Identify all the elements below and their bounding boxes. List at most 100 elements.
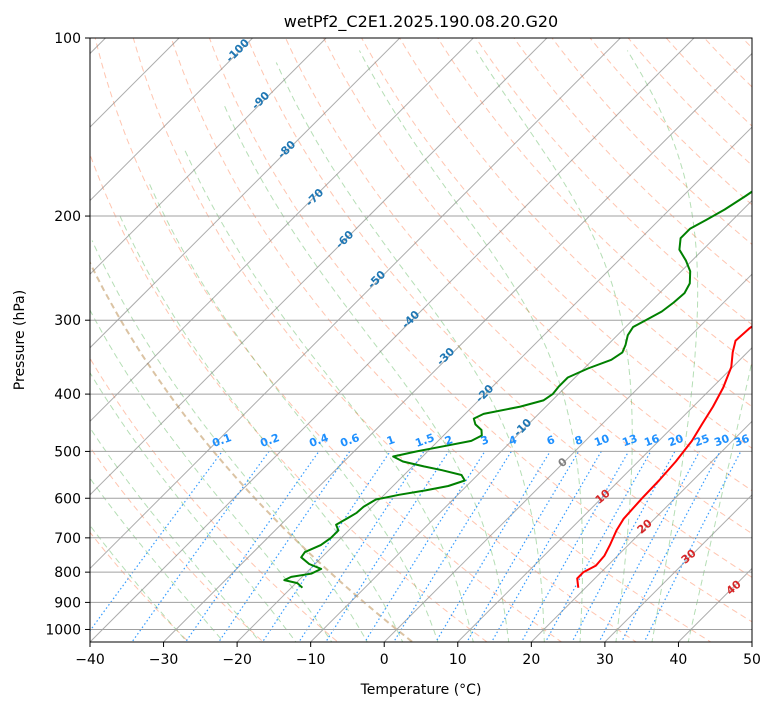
isotherm-line <box>90 38 475 423</box>
isotherm-line <box>90 38 401 349</box>
mixing-ratio-label: 1 <box>385 433 397 448</box>
mixing-ratio-line <box>261 451 391 642</box>
mixing-ratio-label: 4 <box>507 433 519 448</box>
dry-adiabat-line <box>90 260 415 642</box>
isotherm-line <box>383 273 752 642</box>
dry-adiabat-line <box>323 38 752 492</box>
isotherm-line <box>90 38 548 496</box>
x-tick-label: 0 <box>380 652 389 668</box>
mixing-ratio-line <box>131 451 270 642</box>
mixing-ratio-line <box>466 451 580 642</box>
mixing-ratio-label: 0.2 <box>258 431 281 450</box>
mixing-ratio-label: 30 <box>712 432 731 450</box>
isotherm-line <box>530 420 752 642</box>
y-tick-label: 400 <box>54 387 81 403</box>
mixing-ratio-line <box>90 451 223 632</box>
moist-adiabat-line <box>358 50 584 642</box>
moist-adiabat-line <box>626 50 699 642</box>
moist-adiabat-line <box>91 240 368 642</box>
series-lines <box>283 190 752 589</box>
mixing-ratio-label: 0.1 <box>210 431 233 450</box>
temperature-profile-line <box>576 325 752 588</box>
dry-adiabat-line <box>208 38 752 623</box>
y-tick-label: 300 <box>54 313 81 329</box>
y-tick-label: 500 <box>54 444 81 460</box>
mixing-ratio-label: 6 <box>545 433 557 448</box>
mixing-ratio-label: 25 <box>692 432 711 449</box>
y-tick-label: 700 <box>54 531 81 547</box>
moist-adiabat-line <box>148 181 439 642</box>
moist-adiabat-line <box>90 427 261 642</box>
isotherm-line <box>162 52 752 642</box>
mixing-ratio-line <box>544 451 652 642</box>
isotherm-line <box>90 38 254 202</box>
y-axis-label: Pressure (hPa) <box>12 290 28 390</box>
background-lines <box>90 38 752 642</box>
dry-adiabat-line <box>285 38 752 535</box>
reference-line-labels: -100-90-80-70-60-50-40-30-20-100.1 0.2 0.4… <box>210 36 751 597</box>
mixing-ratio-label: 0.4 <box>307 431 330 450</box>
x-tick-label: 50 <box>743 652 761 668</box>
mixing-ratio-label: 10 <box>592 432 611 450</box>
moist-adiabat-line <box>475 50 633 642</box>
plot-area <box>90 38 752 642</box>
dewpoint-profile-line <box>283 190 752 589</box>
moist-adiabat-line <box>275 62 545 642</box>
mixing-ratio-line <box>184 451 320 642</box>
axes: −40 −30 −20 −10 0 10 20 30 40 5010020030040050060… <box>45 31 761 668</box>
dry-adiabat-line <box>94 38 563 642</box>
dry-adiabat-line <box>475 38 752 326</box>
dry-adiabat-line <box>246 38 752 578</box>
dry-adiabat-line <box>132 38 638 642</box>
dry-adiabat-line <box>513 38 752 285</box>
x-tick-label: −20 <box>222 652 252 668</box>
mixing-ratio-label: 13 <box>620 432 639 449</box>
dry-adiabat-line <box>589 38 752 206</box>
moist-adiabat-line <box>119 215 404 642</box>
mixing-ratio-line <box>298 451 425 642</box>
dry-adiabat-line <box>90 357 339 642</box>
isotherm-line <box>309 199 752 642</box>
x-tick-label: 20 <box>522 652 540 668</box>
y-tick-label: 600 <box>54 491 81 507</box>
moist-adiabat-line <box>223 105 510 642</box>
moist-adiabat-line <box>90 309 333 642</box>
mixing-ratio-label: 16 <box>642 432 661 450</box>
x-tick-label: 40 <box>670 652 688 668</box>
x-tick-label: 10 <box>449 652 467 668</box>
y-tick-label: 900 <box>54 595 81 611</box>
y-tick-label: 800 <box>54 565 81 581</box>
mixing-ratio-line <box>218 451 351 642</box>
mixing-ratio-label: 3 <box>479 433 491 448</box>
y-tick-label: 100 <box>54 31 81 47</box>
mixing-ratio-label: 2 <box>443 433 455 448</box>
pressure-gridlines <box>90 38 752 630</box>
plot-frame <box>89 37 753 643</box>
y-tick-label: 1000 <box>45 622 81 638</box>
dry-adiabat-line <box>170 38 712 642</box>
mixing-ratio-line <box>643 451 742 642</box>
mixing-ratio-label: 20 <box>666 432 685 450</box>
x-tick-label: −30 <box>149 652 179 668</box>
isotherm-line <box>90 38 622 570</box>
isotherm-line <box>90 38 327 275</box>
moist-adiabat-line <box>184 150 474 642</box>
moist-adiabat-line <box>90 371 297 642</box>
x-tick-label: −10 <box>296 652 326 668</box>
x-tick-label: −40 <box>75 652 105 668</box>
mixing-ratio-line <box>490 451 602 642</box>
moist-adiabat-line <box>90 524 188 642</box>
isotherm-line <box>236 126 752 642</box>
mixing-ratio-label: 36 <box>732 432 751 450</box>
mixing-ratio-label: 8 <box>573 433 585 448</box>
mixing-ratio-line <box>435 451 551 642</box>
chart-title: wetPf2_C2E1.2025.190.08.20.G20 <box>284 12 558 32</box>
y-tick-label: 200 <box>54 209 81 225</box>
x-tick-label: 30 <box>596 652 614 668</box>
isotherm-line <box>90 38 695 642</box>
mixing-ratio-line <box>325 451 450 642</box>
isotherm-line <box>456 347 752 642</box>
mixing-ratio-line <box>620 451 721 642</box>
